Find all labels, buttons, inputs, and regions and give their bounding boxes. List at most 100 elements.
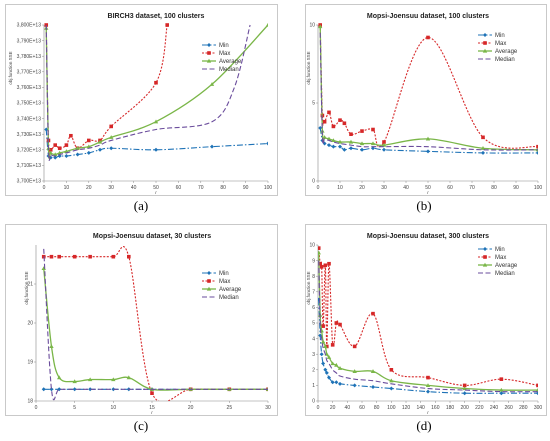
y-tick-label: 1 <box>312 383 315 389</box>
x-tick-label: 100 <box>264 185 273 191</box>
data-point-min <box>536 150 538 155</box>
data-point-average <box>352 369 357 373</box>
data-point-max <box>57 254 61 259</box>
data-point-max <box>327 110 331 115</box>
y-tick-label: 19 <box>27 360 33 366</box>
y-tick-label: 5 <box>312 321 315 327</box>
x-tick-label: 30 <box>265 405 271 411</box>
data-point-max <box>69 133 73 138</box>
series-median <box>43 248 268 401</box>
x-tick-label: 0 <box>317 185 320 191</box>
legend-marker-min <box>483 247 487 251</box>
series-line-max <box>45 24 168 154</box>
data-point-average <box>462 386 467 391</box>
x-tick-label: 40 <box>345 405 351 411</box>
x-tick-label: 20 <box>86 185 92 191</box>
x-tick-label: 25 <box>227 405 233 411</box>
data-point-max <box>371 311 375 316</box>
series-line-median <box>45 24 251 162</box>
series-median <box>318 260 538 393</box>
chart-c: Mopsi-Joensuu dataset, 30 clusters 18 19 20… <box>24 233 271 415</box>
y-tick-label: 3,760E+13 <box>17 85 42 91</box>
legend-label-max: Max <box>219 51 230 57</box>
x-tick-label: 90 <box>243 185 249 191</box>
data-point-max <box>64 143 69 147</box>
data-point-min <box>426 149 430 154</box>
chart-panel-a: BIRCH3 dataset, 100 clusters 3,700E+13 3,7… <box>5 4 278 196</box>
x-tick-label: 70 <box>198 185 204 191</box>
data-point-min <box>426 389 430 394</box>
data-point-max <box>150 391 154 395</box>
legend-marker-average <box>482 262 488 267</box>
y-tick-label: 3 <box>312 352 315 358</box>
data-point-max <box>360 129 364 133</box>
data-point-average <box>334 362 339 367</box>
data-point-min <box>72 387 77 392</box>
y-tick-label: 3,750E+13 <box>17 101 42 107</box>
data-point-average <box>330 361 335 366</box>
y-tick-label: 7 <box>312 290 315 296</box>
data-point-average <box>320 339 326 344</box>
data-point-max <box>321 324 325 328</box>
data-point-min <box>109 146 114 151</box>
data-point-max <box>323 263 328 268</box>
legend-marker-average <box>206 286 212 291</box>
data-point-average <box>480 146 486 150</box>
data-point-average <box>337 366 343 370</box>
data-point-min <box>318 333 323 338</box>
chart-d: Mopsi-Joensuu dataset, 300 clusters 0 1 2 3 4… <box>306 233 542 415</box>
x-tick-label: 60 <box>176 185 182 191</box>
data-point-min <box>349 146 353 151</box>
data-point-average <box>86 144 91 149</box>
caption-c: (c) <box>133 418 149 433</box>
data-point-average <box>97 139 103 144</box>
data-point-average <box>326 136 332 141</box>
legend-label-min: Min <box>219 43 229 49</box>
data-point-max <box>334 321 339 325</box>
legend-label-average: Average <box>219 59 242 65</box>
data-point-min <box>481 150 485 155</box>
data-point-average <box>348 139 354 144</box>
data-point-average <box>57 375 62 380</box>
data-point-min <box>323 367 328 372</box>
data-point-min <box>342 147 347 152</box>
data-point-average <box>41 266 46 270</box>
data-point-max <box>426 375 430 380</box>
data-point-max <box>327 261 331 266</box>
series-line-max <box>318 248 538 386</box>
data-point-average <box>111 377 116 382</box>
data-point-average <box>49 344 54 348</box>
chart-title: Mopsi-Joensuu dataset, 300 clusters <box>367 233 489 240</box>
chart-panel-c: Mopsi-Joensuu dataset, 30 clusters 18 19 20… <box>5 224 278 416</box>
data-point-max <box>536 144 538 149</box>
chart-panel-b: Mopsi-Joensuu dataset, 100 clusters 0 5 10 0… <box>305 4 547 196</box>
y-tick-label: 3,780E+13 <box>17 54 42 60</box>
y-tick-label: 4 <box>312 336 315 342</box>
data-point-average <box>370 141 376 146</box>
legend-marker-min <box>483 33 487 37</box>
x-axis-label: r <box>155 190 157 195</box>
data-point-average <box>64 149 69 153</box>
data-point-min <box>536 391 538 396</box>
data-point-max <box>154 80 158 85</box>
data-point-max <box>382 140 386 144</box>
data-point-max <box>165 23 169 27</box>
data-point-max <box>342 121 347 126</box>
series-max <box>41 246 268 401</box>
data-point-max <box>111 254 116 259</box>
legend-label-average: Average <box>495 49 518 55</box>
data-point-max <box>325 344 329 349</box>
y-tick-label: 18 <box>27 399 33 405</box>
legend-label-average: Average <box>495 263 518 269</box>
y-tick-label: 3,770E+13 <box>17 70 42 76</box>
chart-panel-d: Mopsi-Joensuu dataset, 300 clusters 0 1 2 3 4… <box>305 224 547 416</box>
series-line-average <box>45 24 268 160</box>
series-average <box>318 24 538 152</box>
data-point-min <box>352 383 357 388</box>
data-point-min <box>462 391 467 396</box>
data-point-average <box>359 141 365 146</box>
legend-label-max: Max <box>495 41 506 47</box>
series-average <box>44 23 268 160</box>
data-point-average <box>57 150 62 155</box>
legend-label-median: Median <box>495 57 515 63</box>
